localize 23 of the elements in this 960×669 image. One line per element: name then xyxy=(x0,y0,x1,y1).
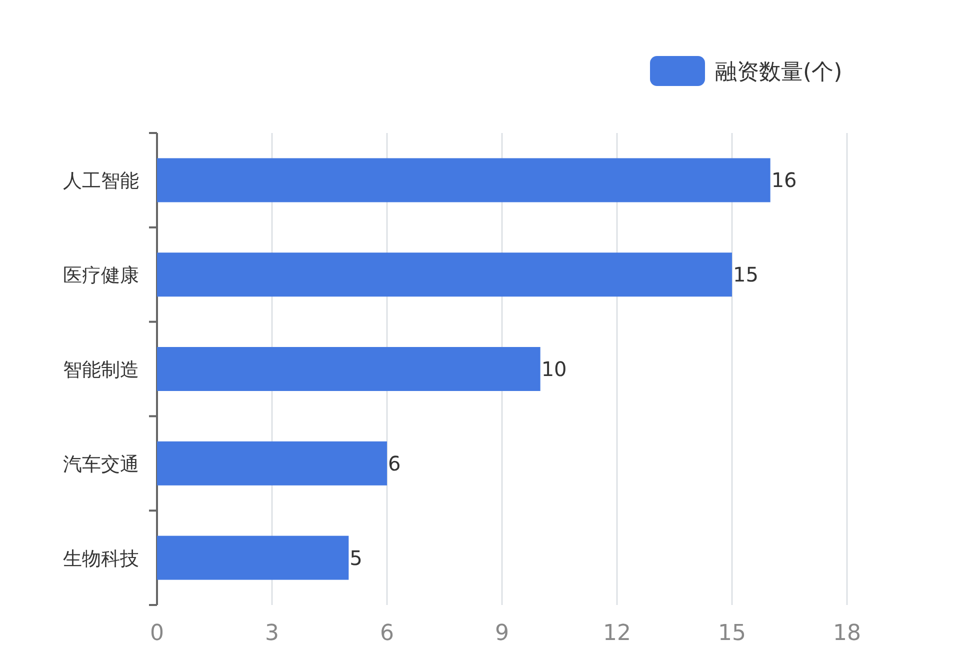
data-label: 6 xyxy=(388,451,401,476)
data-label: 10 xyxy=(541,357,567,381)
y-tick-label: 生物科技 xyxy=(63,548,139,570)
data-label: 16 xyxy=(771,168,797,192)
bar xyxy=(157,441,387,486)
y-tick-label: 汽车交通 xyxy=(63,453,139,476)
legend-label: 融资数量(个) xyxy=(715,60,842,85)
y-tick-label: 智能制造 xyxy=(63,359,139,381)
y-tick-label: 人工智能 xyxy=(63,170,139,192)
bar xyxy=(157,347,540,391)
x-tick-label: 18 xyxy=(833,621,861,646)
bar xyxy=(157,536,349,580)
data-label: 5 xyxy=(350,546,362,570)
bar xyxy=(157,252,732,297)
x-tick-label: 6 xyxy=(380,621,394,646)
data-label: 15 xyxy=(733,262,758,287)
x-tick-label: 12 xyxy=(603,621,631,646)
x-tick-label: 0 xyxy=(150,621,164,646)
x-tick-label: 9 xyxy=(495,621,509,646)
x-tick-label: 3 xyxy=(265,621,279,646)
y-tick-label: 医疗健康 xyxy=(63,264,139,287)
x-tick-label: 15 xyxy=(718,621,746,646)
bar xyxy=(157,158,770,202)
